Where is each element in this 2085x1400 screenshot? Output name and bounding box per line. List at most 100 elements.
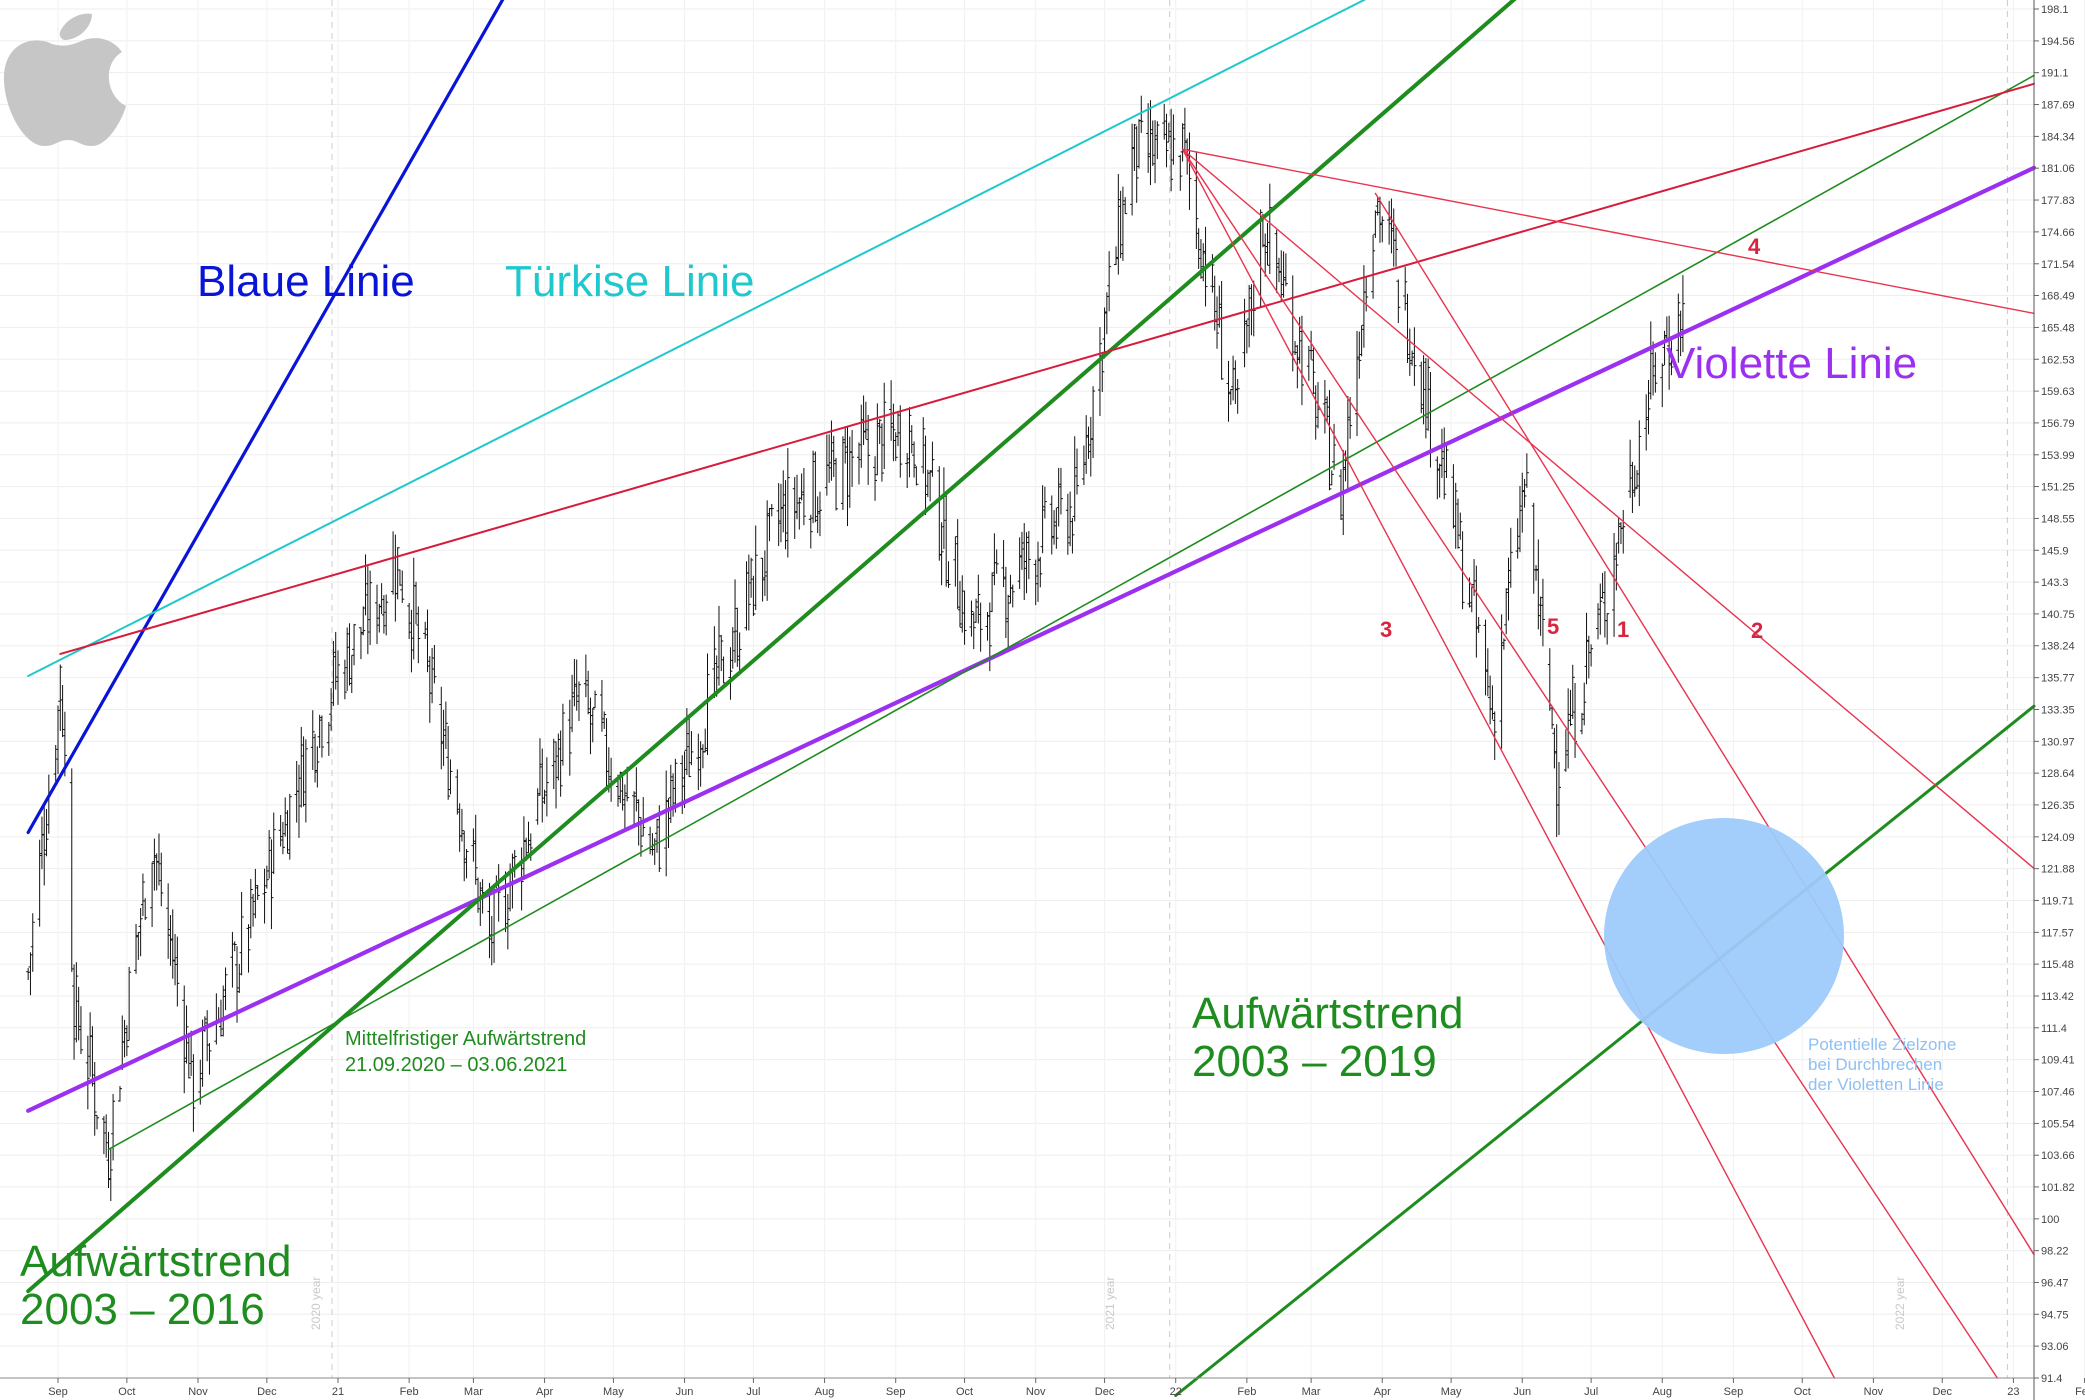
price-bar bbox=[1070, 517, 1075, 554]
y-tick-label: 94.75 bbox=[2041, 1309, 2069, 1321]
price-bar bbox=[1146, 103, 1151, 173]
price-bar bbox=[1003, 566, 1008, 639]
price-bar bbox=[668, 764, 673, 824]
price-bar bbox=[1017, 537, 1022, 589]
price-bar bbox=[319, 715, 324, 758]
red-line-2-line bbox=[1181, 148, 2035, 870]
price-bar bbox=[365, 566, 370, 655]
price-bar bbox=[1155, 121, 1160, 160]
price-bar bbox=[1118, 190, 1123, 259]
price-bar bbox=[1355, 330, 1360, 437]
x-tick-label: Sep bbox=[1724, 1386, 1744, 1398]
line-number-3: 3 bbox=[1380, 617, 1392, 642]
price-bar bbox=[923, 435, 928, 515]
price-bar bbox=[44, 809, 49, 857]
price-bar bbox=[1534, 565, 1539, 581]
price-bar bbox=[648, 826, 653, 855]
price-bar bbox=[914, 466, 919, 486]
price-bar bbox=[1536, 539, 1541, 630]
price-bar bbox=[746, 554, 751, 631]
y-tick-label: 111.4 bbox=[2041, 1023, 2067, 1035]
price-bar bbox=[375, 584, 380, 645]
price-bar bbox=[813, 451, 818, 523]
price-bar bbox=[1019, 531, 1024, 570]
x-tick-label: 21 bbox=[332, 1386, 344, 1398]
y-tick-label: 181.06 bbox=[2041, 163, 2075, 175]
price-bar bbox=[666, 798, 671, 849]
price-bar bbox=[588, 697, 593, 755]
y-tick-label: 93.06 bbox=[2041, 1341, 2069, 1353]
price-bar bbox=[1056, 467, 1061, 527]
trend-2016-label-line1: Aufwärtstrend bbox=[20, 1237, 291, 1286]
price-bar bbox=[1660, 363, 1665, 408]
price-bar bbox=[1107, 251, 1112, 312]
price-bar bbox=[957, 580, 962, 628]
price-bar bbox=[471, 828, 476, 862]
price-bar bbox=[882, 382, 887, 470]
price-bar bbox=[88, 1012, 93, 1077]
price-bar bbox=[1582, 682, 1587, 726]
price-bar bbox=[262, 868, 267, 924]
price-bar bbox=[602, 711, 607, 729]
x-tick-label: Dec bbox=[1932, 1386, 1952, 1398]
price-bar bbox=[574, 659, 579, 711]
price-bar bbox=[512, 850, 517, 878]
price-bar bbox=[1038, 556, 1043, 588]
price-bar bbox=[586, 670, 591, 715]
y-tick-label: 191.1 bbox=[2041, 68, 2069, 80]
price-bar bbox=[296, 764, 301, 838]
price-bar bbox=[1345, 396, 1350, 491]
price-bar bbox=[108, 1147, 113, 1202]
price-bar bbox=[342, 659, 347, 700]
price-bar bbox=[792, 477, 797, 540]
price-bar bbox=[76, 986, 81, 1041]
y-tick-label: 194.56 bbox=[2041, 36, 2075, 48]
y-tick-label: 162.53 bbox=[2041, 354, 2075, 366]
price-bar bbox=[1332, 423, 1337, 470]
price-bar bbox=[221, 985, 226, 1037]
price-bar bbox=[551, 738, 556, 790]
price-bar bbox=[1371, 234, 1376, 299]
y-tick-label: 115.48 bbox=[2041, 959, 2074, 971]
year-watermark: 2020 year bbox=[309, 1277, 323, 1330]
price-bar bbox=[170, 909, 175, 979]
price-bar bbox=[735, 607, 740, 667]
price-bar bbox=[138, 908, 143, 957]
price-bar bbox=[1476, 616, 1481, 633]
price-bar bbox=[1405, 293, 1410, 363]
y-tick-label: 135.77 bbox=[2041, 673, 2075, 685]
price-bar bbox=[1171, 114, 1176, 165]
price-bar bbox=[152, 838, 157, 891]
x-tick-label: Sep bbox=[886, 1386, 906, 1398]
price-bar bbox=[714, 655, 719, 697]
price-bar bbox=[400, 570, 405, 603]
price-bar bbox=[944, 494, 949, 587]
price-bar bbox=[329, 688, 334, 731]
trend-2019-label-line2: 2003 – 2019 bbox=[1192, 1037, 1437, 1086]
price-bar bbox=[1508, 527, 1513, 588]
price-bar bbox=[556, 733, 561, 781]
x-tick-label: Oct bbox=[118, 1386, 135, 1398]
price-bar bbox=[767, 507, 772, 542]
price-bar bbox=[1563, 729, 1568, 772]
price-bar bbox=[990, 572, 995, 613]
mittel-trend-label-line2: 21.09.2020 – 03.06.2021 bbox=[345, 1054, 567, 1076]
price-bar bbox=[166, 883, 171, 959]
price-bar bbox=[363, 554, 368, 616]
y-tick-label: 98.22 bbox=[2041, 1246, 2069, 1258]
price-bar bbox=[698, 741, 703, 787]
price-bar bbox=[657, 805, 662, 872]
price-bar bbox=[127, 966, 132, 1041]
price-bar bbox=[762, 550, 767, 596]
price-bar bbox=[1091, 386, 1096, 459]
price-bar bbox=[414, 581, 419, 625]
y-axis: 198.1 194.56 191.1 187.69 184.34 181.06 177.83… bbox=[2033, 0, 2075, 1400]
price-bar bbox=[69, 768, 74, 972]
price-bar bbox=[928, 470, 933, 502]
price-bar bbox=[122, 1019, 127, 1058]
price-bar bbox=[1522, 478, 1527, 508]
price-bar bbox=[1178, 154, 1183, 191]
price-bar bbox=[333, 631, 338, 690]
y-tick-label: 138.24 bbox=[2041, 641, 2075, 653]
